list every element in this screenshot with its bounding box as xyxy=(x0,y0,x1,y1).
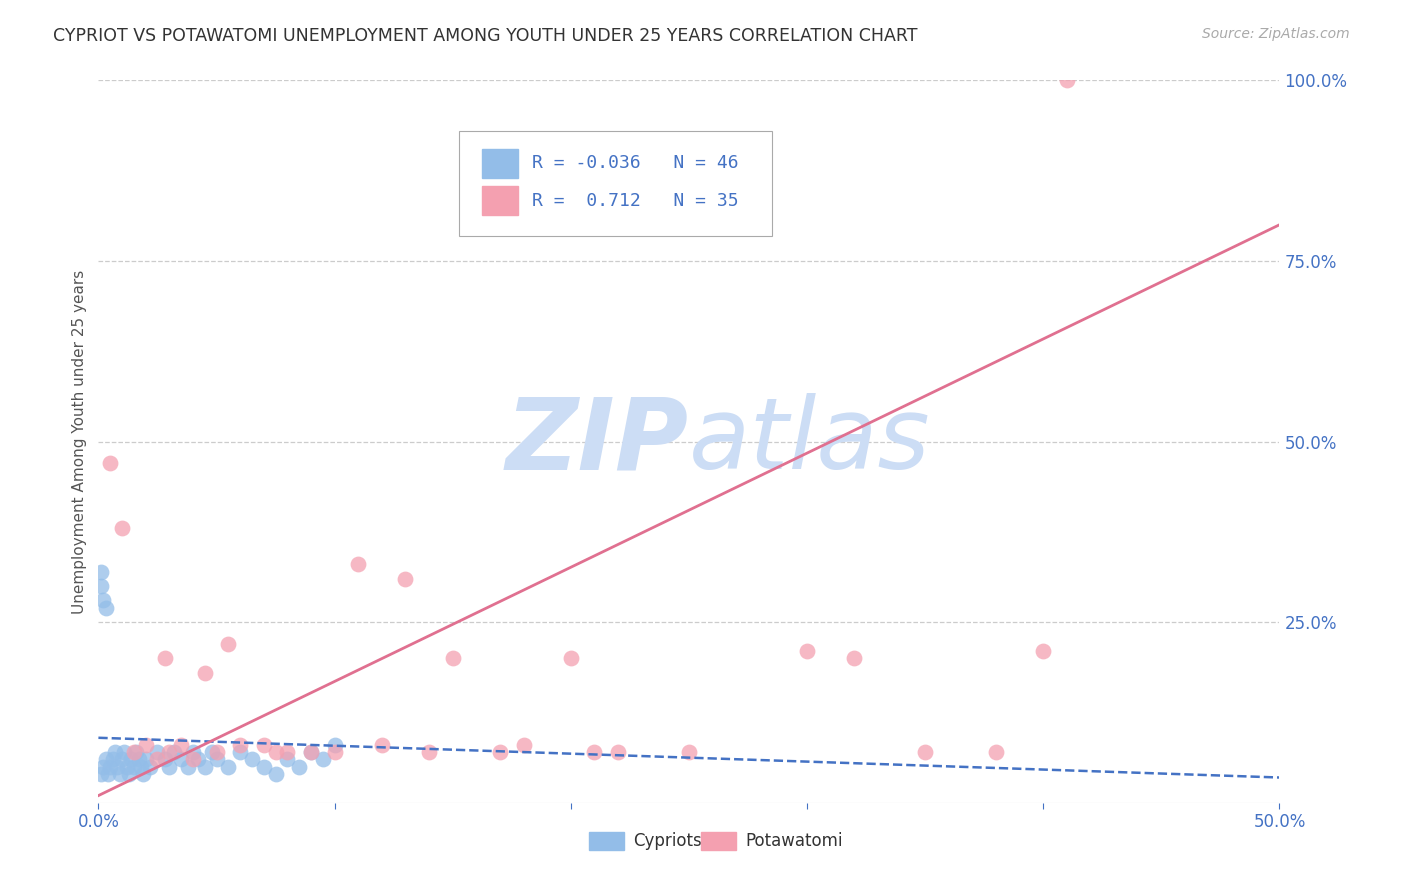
Point xyxy=(128,752,150,766)
Point xyxy=(112,745,135,759)
Point xyxy=(98,456,121,470)
Point xyxy=(170,752,193,766)
Point xyxy=(489,745,512,759)
Point xyxy=(121,752,143,766)
Text: Cypriots: Cypriots xyxy=(634,831,702,850)
Point xyxy=(157,745,180,759)
Point xyxy=(181,752,204,766)
Point xyxy=(90,565,112,579)
Point xyxy=(205,752,228,766)
Point xyxy=(98,760,121,774)
Point xyxy=(91,593,114,607)
Point xyxy=(217,760,239,774)
Point xyxy=(135,738,157,752)
Point xyxy=(371,738,394,752)
Text: Source: ZipAtlas.com: Source: ZipAtlas.com xyxy=(1202,27,1350,41)
Point xyxy=(135,752,157,766)
Point xyxy=(146,752,169,766)
Point xyxy=(97,767,120,781)
Text: atlas: atlas xyxy=(689,393,931,490)
Point xyxy=(418,745,440,759)
Point xyxy=(139,760,162,774)
Point xyxy=(229,745,252,759)
Point xyxy=(217,637,239,651)
Point xyxy=(312,752,335,766)
Bar xyxy=(589,831,624,850)
Text: CYPRIOT VS POTAWATOMI UNEMPLOYMENT AMONG YOUTH UNDER 25 YEARS CORRELATION CHART: CYPRIOT VS POTAWATOMI UNEMPLOYMENT AMONG… xyxy=(53,27,918,45)
Point xyxy=(796,644,818,658)
Point xyxy=(101,752,124,766)
Point xyxy=(94,752,117,766)
Point xyxy=(276,745,298,759)
Point xyxy=(105,760,128,774)
Point xyxy=(914,745,936,759)
Point xyxy=(94,600,117,615)
Point xyxy=(177,760,200,774)
Point xyxy=(299,745,322,759)
Point xyxy=(1032,644,1054,658)
Point xyxy=(153,752,176,766)
Point xyxy=(125,745,148,759)
Point xyxy=(441,651,464,665)
Text: ZIP: ZIP xyxy=(506,393,689,490)
Point xyxy=(111,752,134,766)
Bar xyxy=(700,831,737,850)
Point xyxy=(394,572,416,586)
Point xyxy=(201,745,224,759)
Point xyxy=(347,558,370,572)
Point xyxy=(299,745,322,759)
Y-axis label: Unemployment Among Youth under 25 years: Unemployment Among Youth under 25 years xyxy=(72,269,87,614)
Point xyxy=(104,745,127,759)
Point xyxy=(187,752,209,766)
Point xyxy=(90,767,112,781)
Text: R =  0.712   N = 35: R = 0.712 N = 35 xyxy=(531,192,738,210)
Point xyxy=(323,738,346,752)
Point xyxy=(194,665,217,680)
Point xyxy=(132,767,155,781)
Bar xyxy=(482,186,517,215)
Point xyxy=(118,767,141,781)
FancyBboxPatch shape xyxy=(458,131,772,235)
Point xyxy=(181,745,204,759)
Point xyxy=(1056,73,1078,87)
Point xyxy=(170,738,193,752)
Point xyxy=(108,767,131,781)
Point xyxy=(264,745,287,759)
Point xyxy=(288,760,311,774)
Point xyxy=(253,760,276,774)
Point xyxy=(678,745,700,759)
Point xyxy=(111,521,134,535)
Point xyxy=(122,760,145,774)
Point xyxy=(323,745,346,759)
Bar xyxy=(482,149,517,178)
Point xyxy=(253,738,276,752)
Point xyxy=(90,579,112,593)
Text: Potawatomi: Potawatomi xyxy=(745,831,844,850)
Point xyxy=(163,745,186,759)
Point xyxy=(205,745,228,759)
Point xyxy=(129,760,152,774)
Point xyxy=(276,752,298,766)
Point xyxy=(229,738,252,752)
Point xyxy=(512,738,534,752)
Text: R = -0.036   N = 46: R = -0.036 N = 46 xyxy=(531,154,738,172)
Point xyxy=(91,760,114,774)
Point xyxy=(194,760,217,774)
Point xyxy=(984,745,1007,759)
Point xyxy=(844,651,866,665)
Point xyxy=(122,745,145,759)
Point xyxy=(153,651,176,665)
Point xyxy=(157,760,180,774)
Point xyxy=(146,745,169,759)
Point xyxy=(583,745,606,759)
Point xyxy=(607,745,630,759)
Point xyxy=(560,651,582,665)
Point xyxy=(264,767,287,781)
Point xyxy=(115,760,138,774)
Point xyxy=(240,752,263,766)
